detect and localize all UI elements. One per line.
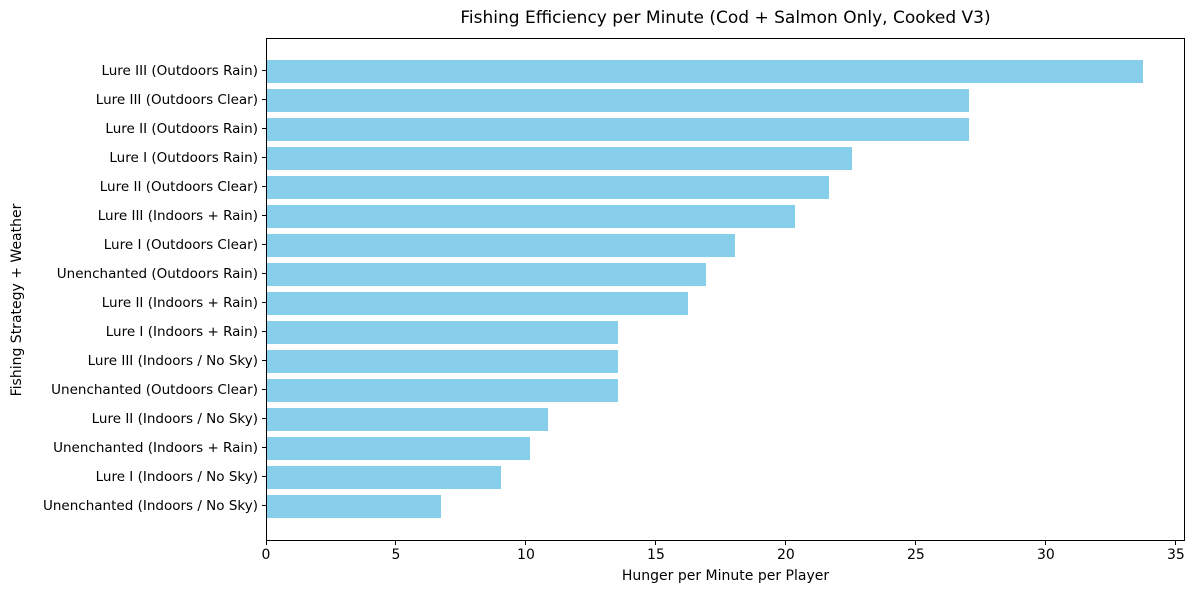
y-tick-mark xyxy=(262,157,266,158)
bar xyxy=(267,408,548,431)
y-tick-label: Unenchanted (Indoors / No Sky) xyxy=(43,497,258,514)
y-tick-label: Lure II (Indoors / No Sky) xyxy=(91,410,258,427)
y-tick-label: Lure I (Outdoors Rain) xyxy=(109,149,258,166)
x-tick-label: 20 xyxy=(777,547,795,563)
bar xyxy=(267,176,829,199)
x-tick-label: 5 xyxy=(391,547,401,563)
y-tick-label: Lure I (Indoors + Rain) xyxy=(105,323,258,340)
bar xyxy=(267,118,969,141)
bar xyxy=(267,321,618,344)
y-tick-label: Lure III (Outdoors Rain) xyxy=(101,62,258,79)
bar xyxy=(267,437,530,460)
y-tick-label: Lure III (Outdoors Clear) xyxy=(95,91,258,108)
y-tick-label: Lure II (Outdoors Clear) xyxy=(99,178,258,195)
bar xyxy=(267,205,795,228)
y-tick-mark xyxy=(262,302,266,303)
bar xyxy=(267,60,1144,83)
y-tick-mark xyxy=(262,70,266,71)
bar xyxy=(267,234,735,257)
x-tick-mark xyxy=(655,541,657,545)
x-tick-mark xyxy=(1175,541,1177,545)
x-tick-mark xyxy=(525,541,527,545)
x-tick-mark xyxy=(395,541,397,545)
bar xyxy=(267,292,689,315)
y-tick-mark xyxy=(262,447,266,448)
x-tick-label: 25 xyxy=(907,547,925,563)
x-tick-label: 35 xyxy=(1166,547,1185,563)
bar xyxy=(267,89,969,112)
y-tick-label: Lure III (Indoors / No Sky) xyxy=(87,352,258,369)
x-axis-label: Hunger per Minute per Player xyxy=(621,568,830,584)
y-tick-mark xyxy=(262,476,266,477)
y-tick-label: Unenchanted (Outdoors Clear) xyxy=(51,381,258,398)
plot-area xyxy=(266,38,1185,541)
bar xyxy=(267,350,618,373)
x-tick-label: 30 xyxy=(1036,547,1055,563)
bar xyxy=(267,147,852,170)
bar xyxy=(267,379,618,402)
bar xyxy=(267,263,707,286)
chart-title: Fishing Efficiency per Minute (Cod + Sal… xyxy=(460,8,991,28)
y-tick-label: Lure III (Indoors + Rain) xyxy=(97,207,258,224)
y-tick-label: Lure II (Indoors + Rain) xyxy=(101,294,258,311)
bar xyxy=(267,466,501,489)
x-tick-mark xyxy=(785,541,787,545)
y-tick-mark xyxy=(262,360,266,361)
y-tick-mark xyxy=(262,215,266,216)
y-tick-mark xyxy=(262,99,266,100)
x-tick-mark xyxy=(1045,541,1047,545)
y-tick-label: Unenchanted (Outdoors Rain) xyxy=(56,265,258,282)
y-tick-mark xyxy=(262,389,266,390)
x-tick-label: 10 xyxy=(517,547,535,563)
y-tick-label: Unenchanted (Indoors + Rain) xyxy=(53,439,258,456)
y-tick-label: Lure I (Outdoors Clear) xyxy=(103,236,258,253)
y-tick-mark xyxy=(262,331,266,332)
y-tick-mark xyxy=(262,244,266,245)
y-tick-mark xyxy=(262,418,266,419)
y-tick-mark xyxy=(262,273,266,274)
x-tick-label: 15 xyxy=(647,547,665,563)
y-tick-mark xyxy=(262,186,266,187)
y-tick-mark xyxy=(262,128,266,129)
x-tick-mark xyxy=(915,541,917,545)
y-tick-label: Lure II (Outdoors Rain) xyxy=(105,120,258,137)
bar xyxy=(267,495,442,518)
y-tick-label: Lure I (Indoors / No Sky) xyxy=(95,468,258,485)
x-tick-mark xyxy=(265,541,267,545)
y-tick-mark xyxy=(262,505,266,506)
x-tick-label: 0 xyxy=(261,547,271,563)
